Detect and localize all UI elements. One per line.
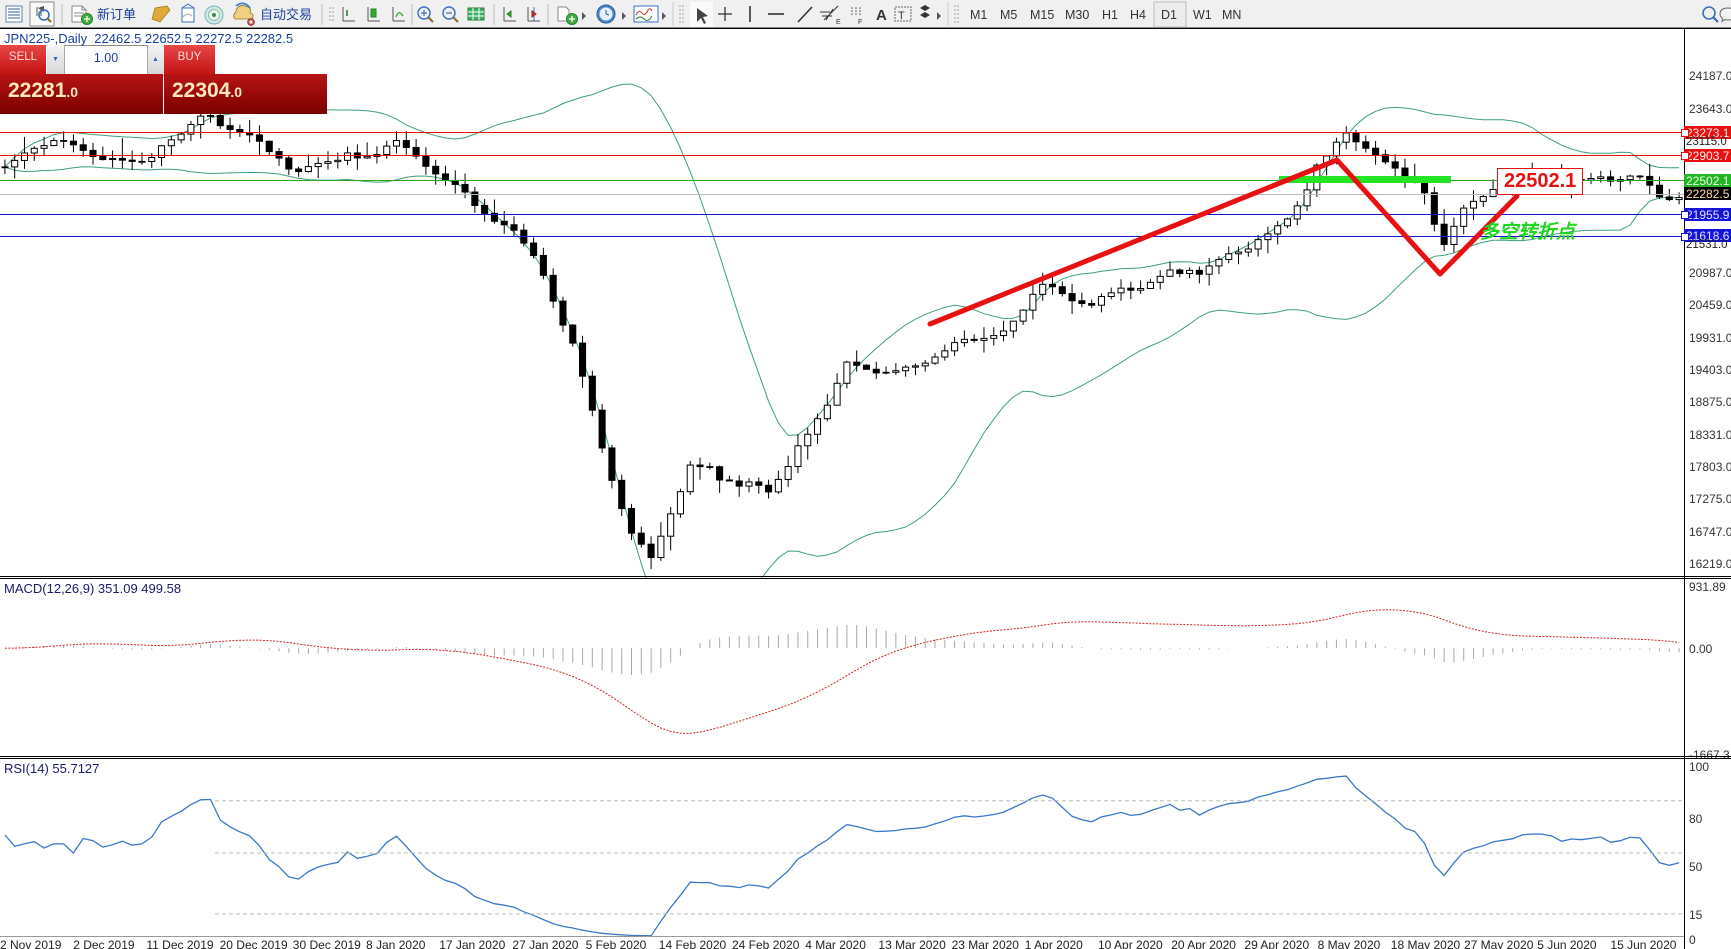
svg-text:M15: M15 bbox=[1030, 8, 1054, 22]
svg-text:M5: M5 bbox=[1000, 8, 1017, 22]
svg-text:自动交易: 自动交易 bbox=[260, 7, 312, 22]
svg-text:D1: D1 bbox=[1161, 8, 1177, 22]
svg-text:新订单: 新订单 bbox=[97, 7, 136, 22]
svg-text:H1: H1 bbox=[1102, 8, 1118, 22]
svg-text:M30: M30 bbox=[1065, 8, 1089, 22]
svg-text:W1: W1 bbox=[1193, 8, 1212, 22]
svg-text:M1: M1 bbox=[970, 8, 987, 22]
svg-text:E: E bbox=[836, 19, 841, 26]
svg-text:F: F bbox=[858, 19, 862, 26]
svg-text:T: T bbox=[898, 10, 905, 22]
svg-text:H4: H4 bbox=[1130, 8, 1146, 22]
svg-text:A: A bbox=[876, 7, 887, 24]
svg-text:MN: MN bbox=[1222, 8, 1241, 22]
